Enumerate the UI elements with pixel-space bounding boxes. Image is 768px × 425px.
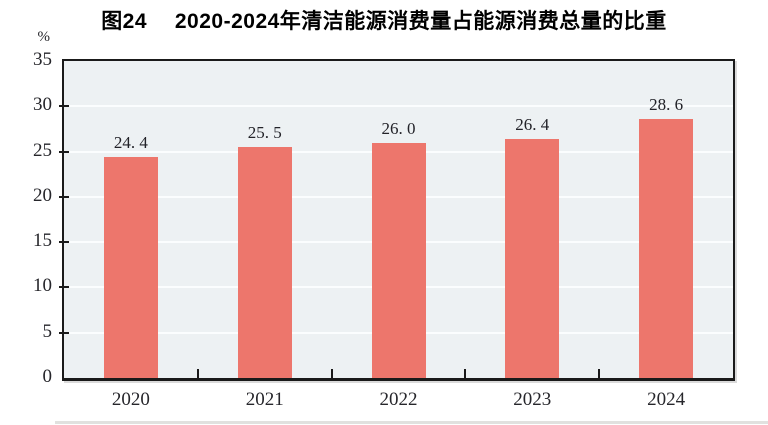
- value-label-2020: 24. 4: [113, 133, 148, 152]
- bar-2021: [237, 147, 292, 378]
- bar-2022: [371, 142, 426, 378]
- bar-2023: [505, 138, 560, 378]
- x-tick-label-2022: 2022: [379, 389, 418, 410]
- x-tick-4: [598, 369, 601, 378]
- y-tick-20: [59, 195, 69, 198]
- bar-2024: [639, 118, 694, 378]
- value-label-2022: 26. 0: [381, 118, 416, 138]
- page-divider-artifact: [55, 421, 768, 424]
- y-tick-label-35: 35: [33, 49, 52, 70]
- y-tick-label-20: 20: [33, 184, 52, 206]
- value-label-2023: 26. 4: [515, 114, 550, 134]
- x-tick-label-2024: 2024: [647, 389, 686, 410]
- value-label-2021: 25. 5: [247, 123, 282, 143]
- x-tick-label-2020: 2020: [111, 389, 150, 410]
- y-tick-label-15: 15: [33, 230, 52, 252]
- y-tick-label-5: 5: [42, 320, 53, 342]
- gridline-30: [64, 105, 733, 108]
- value-label-2024: 28. 6: [649, 94, 684, 114]
- y-tick-5: [59, 331, 69, 334]
- y-tick-10: [59, 286, 69, 289]
- x-tick-2: [330, 369, 333, 378]
- y-tick-15: [59, 241, 69, 244]
- x-tick-1: [196, 369, 199, 378]
- y-tick-30: [59, 105, 69, 108]
- x-tick-3: [464, 369, 467, 378]
- y-tick-label-10: 10: [33, 275, 52, 297]
- x-tick-label-2021: 2021: [245, 389, 284, 410]
- x-tick-label-2023: 2023: [513, 389, 552, 410]
- chart-title: 图24 2020-2024年清洁能源消费量占能源消费总量的比重: [101, 10, 667, 33]
- y-axis-unit-label: %: [37, 29, 51, 45]
- y-tick-label-0: 0: [42, 366, 53, 387]
- y-tick-label-30: 30: [33, 94, 52, 116]
- bar-2020: [103, 157, 158, 378]
- y-tick-label-25: 25: [33, 139, 52, 161]
- y-tick-25: [59, 150, 69, 153]
